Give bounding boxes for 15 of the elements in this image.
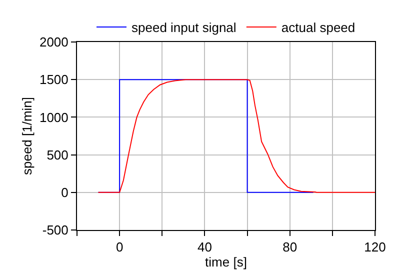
x-tick-label: 0: [116, 240, 124, 255]
y-tick-label: -500: [42, 222, 68, 238]
line-series: [98, 79, 375, 193]
y-tick-label: 0: [61, 184, 68, 200]
x-tick-label: 120: [364, 240, 386, 255]
legend-label: actual speed: [281, 20, 356, 36]
y-tick-label: 500: [46, 147, 68, 162]
x-axis-title: time [s]: [205, 254, 247, 270]
legend-label: speed input signal: [132, 20, 236, 36]
x-tick-label: 40: [197, 240, 212, 255]
y-tick-label: 2000: [39, 34, 68, 50]
y-axis-title: speed [1/min]: [19, 96, 34, 176]
y-tick-label: 1500: [39, 72, 68, 88]
x-tick-label: 80: [282, 240, 298, 255]
y-tick-label: 1000: [39, 110, 68, 125]
